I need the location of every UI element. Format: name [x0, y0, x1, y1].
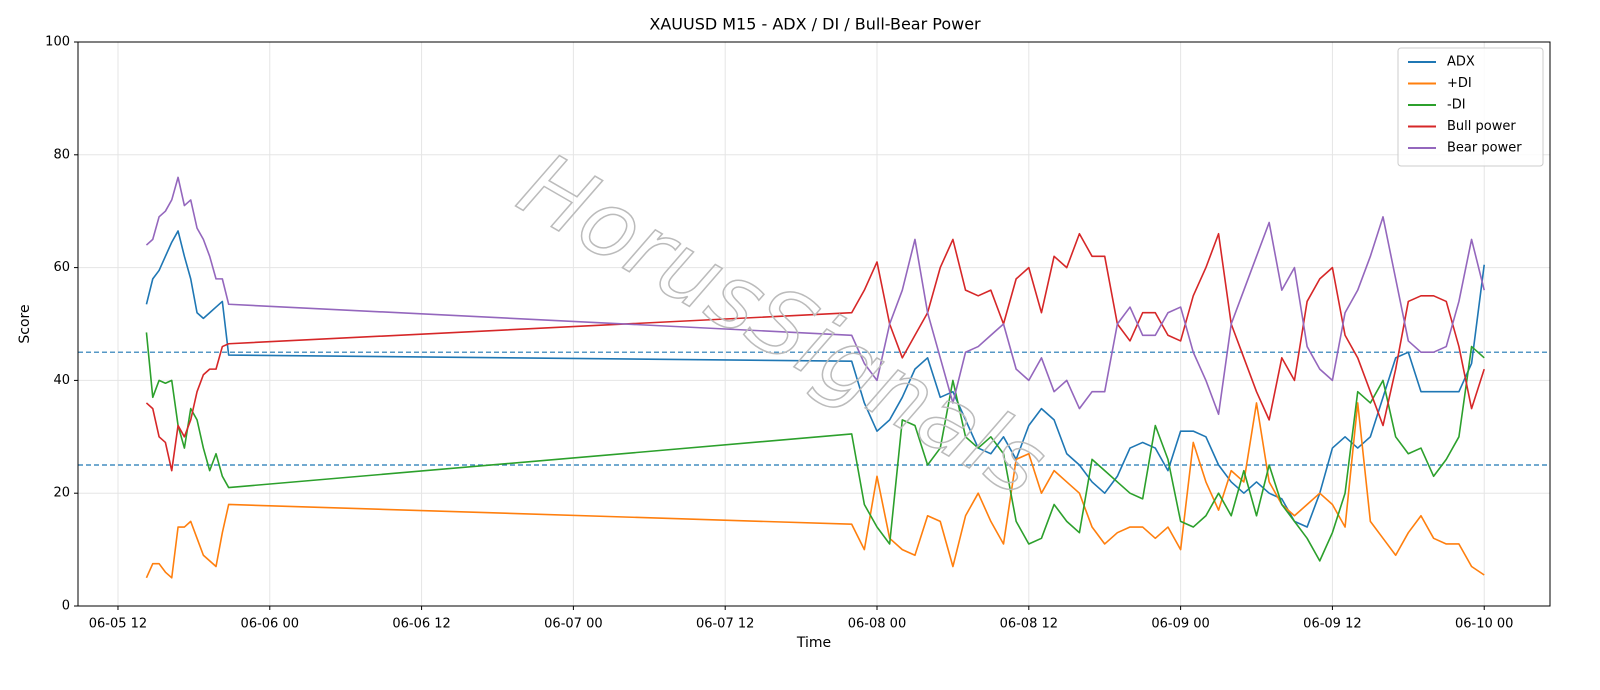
y-axis-label: Score — [17, 304, 33, 343]
y-tick-label: 60 — [53, 260, 70, 275]
x-tick-label: 06-10 00 — [1455, 617, 1513, 632]
legend-label: ADX — [1447, 55, 1475, 70]
x-tick-label: 06-07 12 — [696, 617, 754, 632]
x-tick-label: 06-07 00 — [544, 617, 602, 632]
x-tick-label: 06-05 12 — [89, 617, 147, 632]
legend-label: Bear power — [1447, 141, 1522, 156]
chart-title: XAUUSD M15 - ADX / DI / Bull-Bear Power — [649, 15, 981, 34]
x-tick-label: 06-08 12 — [1000, 617, 1058, 632]
y-tick-label: 40 — [53, 373, 70, 388]
legend-label: +DI — [1447, 76, 1472, 91]
series-line — [145, 230, 1486, 528]
series-line — [145, 176, 1485, 416]
legend-box — [1397, 47, 1544, 167]
plot-area — [78, 176, 1550, 579]
y-tick-label: 80 — [53, 147, 70, 162]
x-tick-label: 06-06 00 — [241, 617, 299, 632]
series-line — [145, 232, 1485, 472]
y-tick-label: 100 — [45, 35, 70, 50]
series-line — [145, 402, 1485, 579]
y-tick-label: 20 — [53, 486, 70, 501]
legend: ADX +DI -DI Bull power Bear power — [1397, 47, 1544, 167]
x-axis-label: Time — [796, 635, 831, 651]
legend-label: Bull power — [1447, 119, 1516, 134]
grid: 0 20 40 60 80 100 06-05 12 06-06 00 06-06 12 06-0… — [45, 35, 1550, 632]
x-tick-label: 06-09 00 — [1151, 617, 1209, 632]
series-line — [145, 332, 1485, 562]
y-tick-label: 0 — [62, 599, 70, 614]
x-tick-label: 06-06 12 — [392, 617, 450, 632]
x-tick-label: 06-08 00 — [848, 617, 906, 632]
x-tick-label: 06-09 12 — [1303, 617, 1361, 632]
plot-frame — [77, 41, 1551, 607]
legend-label: -DI — [1447, 98, 1466, 113]
